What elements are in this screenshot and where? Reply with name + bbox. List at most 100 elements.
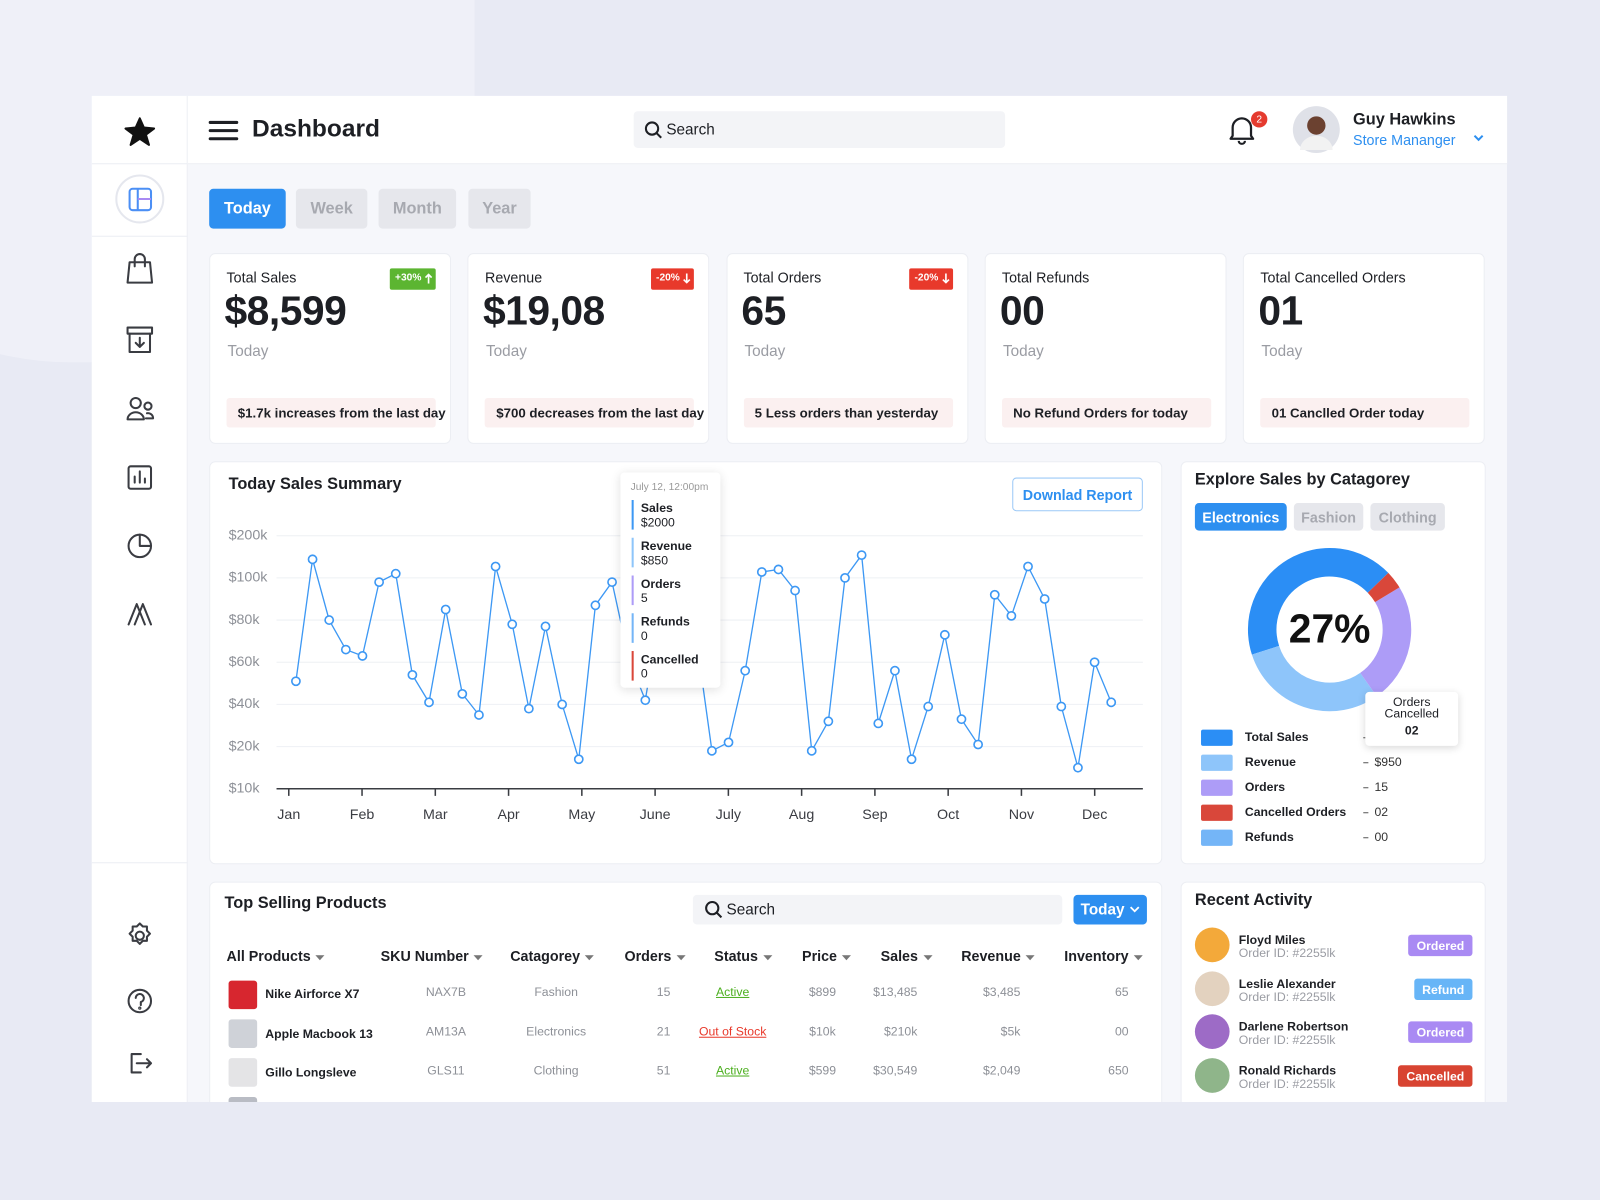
data-point (1089, 657, 1100, 668)
activity-status: Ordered (1408, 1021, 1473, 1043)
notification-bell[interactable] (1228, 114, 1257, 145)
tooltip-marker (631, 651, 634, 681)
data-point (1106, 697, 1117, 708)
nav-analytics[interactable] (127, 465, 153, 490)
search-box[interactable] (633, 111, 1006, 148)
data-point (823, 716, 834, 727)
activity-avatar (1194, 1014, 1230, 1049)
nav-settings[interactable] (128, 922, 152, 945)
column-header[interactable]: SKU Number (381, 948, 484, 964)
sort-caret (315, 955, 325, 961)
data-point (840, 572, 850, 583)
tooltip-marker (631, 613, 634, 643)
cell-revenue: $5k (1000, 1023, 1021, 1039)
cell-sales: $30,549 (873, 1063, 918, 1078)
legend-value: $950 (1374, 755, 1401, 769)
data-point (1056, 701, 1067, 712)
nav-products[interactable] (126, 253, 154, 284)
sales-line-chart: $200k $100k $80k $60k $40k $20k $10k Jan Feb Mar A… (229, 527, 1143, 823)
cell-sales: $13,485 (873, 984, 918, 999)
data-point (890, 665, 900, 676)
legend-swatch (1201, 729, 1233, 746)
status: Out of Stock (698, 1023, 767, 1039)
product-name: Apple Macbook 13 (265, 1026, 373, 1041)
data-point (873, 718, 884, 729)
nav-help[interactable] (127, 988, 153, 1014)
kpi-change-badge: +30% (389, 268, 436, 290)
period-tab[interactable]: Month (378, 188, 457, 229)
x-tick-label: June (640, 807, 671, 823)
search-placeholder: Search (666, 121, 715, 139)
sort-caret (842, 955, 852, 961)
period-tab[interactable]: Today (209, 188, 286, 229)
tooltip-item-value: 0 (640, 628, 648, 643)
download-report-button[interactable]: Downlad Report (1012, 477, 1143, 512)
cell-price: $10k (809, 1023, 836, 1039)
search-icon (705, 901, 723, 919)
kpi-card: Total Cancelled Orders 01 Today 01 Canclled… (1243, 253, 1485, 444)
column-header[interactable]: Price (802, 948, 852, 964)
column-header[interactable]: Revenue (961, 948, 1036, 964)
product-name: Gillo Longsleve (265, 1065, 357, 1080)
data-point (1023, 561, 1033, 572)
activity-avatar (1194, 1057, 1230, 1093)
column-header[interactable]: Sales (881, 948, 933, 964)
column-header[interactable]: Catagorey (510, 948, 595, 964)
kpi-note: $700 decreases from the last day (484, 397, 704, 428)
kpi-value: $19,08 (482, 288, 605, 334)
period-tab[interactable]: Year (468, 188, 531, 229)
nav-logout[interactable] (130, 1053, 153, 1074)
donut-tooltip: Orders Cancelled 02 (1365, 691, 1459, 746)
data-point (1039, 594, 1050, 604)
data-point (440, 604, 451, 615)
tooltip-item-value: 5 (640, 590, 648, 606)
kpi-title: Total Cancelled Orders (1260, 269, 1406, 286)
nav-dashboard[interactable] (115, 174, 165, 224)
column-header[interactable]: Orders (624, 948, 686, 964)
nav-customers[interactable] (126, 396, 155, 421)
user-name: Guy Hawkins (1353, 111, 1456, 129)
column-header[interactable]: Status (714, 948, 773, 964)
nav-reports[interactable] (127, 533, 153, 559)
kpi-card: Total Orders 65 Today 5 Less orders than ye… (726, 253, 968, 444)
x-tick-label: Nov (1009, 807, 1035, 823)
logo[interactable] (124, 117, 156, 146)
x-tick-label: July (716, 807, 742, 823)
period-tab[interactable]: Week (295, 188, 368, 229)
status: Active (715, 1063, 750, 1078)
data-point (540, 621, 551, 632)
trend-arrow (683, 273, 691, 284)
product-search[interactable] (692, 894, 1063, 925)
data-point (340, 644, 351, 655)
kpi-note: 5 Less orders than yesterday (743, 397, 953, 428)
tooltip-marker (631, 499, 634, 530)
data-point (424, 697, 434, 708)
cell-orders: 15 (656, 984, 671, 999)
data-point (607, 577, 617, 588)
category-tab[interactable]: Electronics (1194, 503, 1287, 531)
menu-button[interactable] (208, 118, 239, 142)
y-tick-label: $60k (229, 654, 261, 670)
tooltip-label: Orders Cancelled (1384, 694, 1439, 721)
y-tick-label: $40k (229, 696, 261, 712)
kpi-change-badge: -20% (650, 268, 695, 290)
column-header[interactable]: All Products (227, 948, 325, 964)
data-point (723, 737, 734, 748)
user-avatar[interactable] (1292, 105, 1341, 154)
kpi-card: Total Refunds 00 Today No Refund Orders for… (984, 253, 1227, 444)
period-filter[interactable]: Today (1073, 894, 1147, 925)
nav-archive[interactable] (126, 326, 154, 354)
data-point (374, 577, 385, 588)
x-tick-label: Oct (937, 807, 959, 823)
category-tab[interactable]: Clothing (1370, 503, 1445, 531)
sidebar-icons (91, 117, 188, 1074)
column-header[interactable]: Inventory (1064, 948, 1143, 964)
kpi-value: 65 (741, 288, 786, 334)
legend-label: Refunds (1245, 830, 1294, 844)
nav-apps[interactable] (127, 603, 153, 626)
user-menu-toggle[interactable] (1472, 134, 1484, 144)
data-point (906, 754, 917, 765)
donut-segment (1251, 645, 1377, 712)
category-tab[interactable]: Fashion (1293, 503, 1364, 531)
